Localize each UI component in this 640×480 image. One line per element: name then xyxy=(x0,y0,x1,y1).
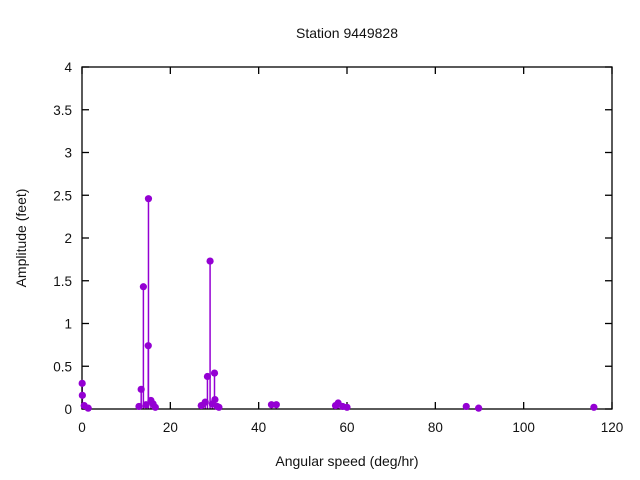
data-point xyxy=(135,402,143,411)
x-tick-label: 40 xyxy=(251,420,266,435)
data-point xyxy=(206,257,214,265)
data-point xyxy=(78,391,86,399)
data-point xyxy=(144,195,153,203)
data-point xyxy=(272,401,280,409)
data-point xyxy=(211,395,219,404)
data-point xyxy=(210,369,219,377)
x-tick-label: 120 xyxy=(601,420,624,435)
plot-border xyxy=(81,66,613,410)
x-tick-label: 100 xyxy=(512,420,535,435)
data-point xyxy=(475,404,483,412)
y-tick-label: 0.5 xyxy=(53,359,72,374)
data-point xyxy=(590,403,598,411)
data-point xyxy=(137,385,145,393)
data-point xyxy=(139,283,147,291)
x-tick-label: 60 xyxy=(339,420,354,435)
y-tick-label: 3.5 xyxy=(53,103,72,118)
data-point xyxy=(144,342,152,350)
data-point xyxy=(84,404,92,412)
data-point xyxy=(203,372,212,381)
y-tick-label: 3 xyxy=(64,146,72,161)
y-tick-label: 1.5 xyxy=(53,274,72,289)
x-tick-label: 80 xyxy=(428,420,443,435)
y-tick-label: 2 xyxy=(64,231,72,246)
y-tick-label: 1 xyxy=(64,317,72,332)
data-point xyxy=(201,398,209,406)
x-tick-label: 20 xyxy=(163,420,178,435)
y-tick-label: 4 xyxy=(64,60,72,75)
x-tick-label: 0 xyxy=(78,420,86,435)
x-axis-label: Angular speed (deg/hr) xyxy=(275,453,419,469)
data-point xyxy=(343,403,351,411)
chart-title: Station 9449828 xyxy=(296,25,398,41)
data-point xyxy=(142,401,150,409)
data-point xyxy=(215,403,223,411)
y-tick-label: 2.5 xyxy=(53,188,72,203)
data-point xyxy=(78,379,86,387)
data-point xyxy=(151,403,159,411)
data-point xyxy=(462,402,470,411)
y-tick-label: 0 xyxy=(64,402,72,417)
